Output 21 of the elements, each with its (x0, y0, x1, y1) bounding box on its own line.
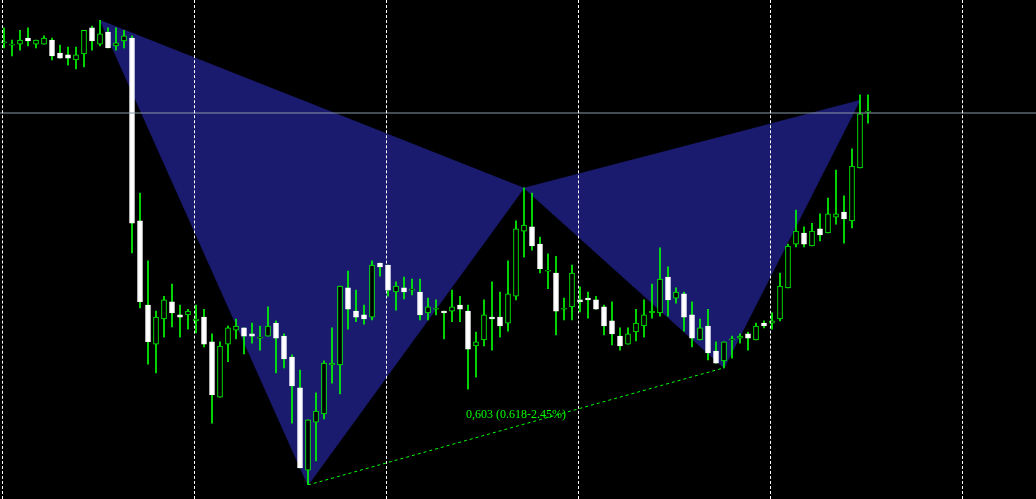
candlestick (729, 335, 735, 359)
candlestick (249, 322, 255, 344)
candlestick (561, 297, 567, 321)
candlestick (841, 195, 847, 244)
candlestick (433, 299, 439, 316)
candlestick (113, 27, 119, 51)
candlestick (393, 281, 399, 311)
candlestick (257, 325, 263, 351)
candlestick (473, 331, 479, 378)
candlestick (9, 39, 15, 57)
candlestick (314, 392, 318, 462)
candlestick (497, 291, 503, 338)
candlestick (409, 278, 415, 296)
candlestick (545, 253, 551, 290)
annotation: 0,603 (0.618-2.45%) (466, 406, 566, 421)
candlestick (177, 304, 183, 338)
candlestick (457, 295, 463, 323)
candlestick (353, 289, 359, 323)
candlestick (17, 29, 23, 51)
candlestick (521, 187, 527, 258)
candlestick (865, 94, 871, 124)
